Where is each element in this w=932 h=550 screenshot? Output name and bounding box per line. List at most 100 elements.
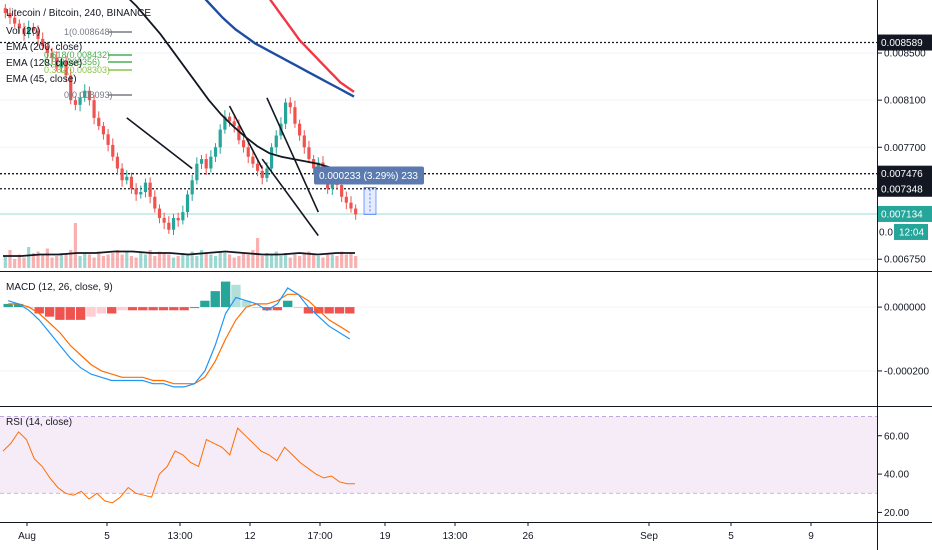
candle-body [204,159,208,169]
candle-body [349,202,353,209]
time-tick-label: 13:00 [167,531,192,542]
candle-body [92,100,96,118]
candle-body [209,156,213,169]
volume-bar [31,253,35,268]
candle-body [237,126,241,141]
volume-bar [321,257,325,268]
macd-histogram-bar [324,307,334,314]
macd-histogram-bar [3,303,13,308]
candle-body [274,135,278,148]
volume-bar [87,254,92,268]
macd-histogram-bar [272,307,283,311]
macd-histogram-bar [200,300,210,308]
candle-body [227,116,232,122]
wedge-right-upper-line [228,105,263,169]
candle-body [260,170,264,178]
volume-bar [269,254,274,268]
price-tag-label: 0.008589 [881,38,923,49]
volume-bar [344,254,348,268]
macd-line [8,287,351,388]
candle-body [22,28,26,35]
volume-bar [279,256,283,268]
candle-body [251,156,255,164]
macd-histogram-bar [13,303,24,308]
volume-bar [232,257,236,268]
price-tag-label: 0.007476 [881,169,923,180]
macd-histogram-bar [117,307,127,311]
candle-body [87,90,92,101]
macd-histogram-bar [169,307,179,311]
candle-body [288,102,292,108]
volume-bar [8,250,12,268]
candle-body [120,168,124,181]
candle-body [125,176,129,181]
price-tick-label: 0.006750 [884,255,926,266]
volume-bar [176,256,180,268]
volume-bar [340,251,344,268]
rsi-tick-label: 60.00 [884,431,909,442]
macd-histogram-bar [231,284,241,308]
candle-body [269,147,274,169]
price-tag [878,205,932,222]
candle-body [8,12,12,18]
volume-bar [115,250,120,268]
volume-bar [274,251,278,268]
volume-bar [293,254,297,268]
volume-bar [330,254,334,268]
time-tick-label: Sep [640,531,658,542]
candle-body [293,107,297,124]
volume-bar [27,247,31,268]
volume-bar [73,223,78,268]
volume-bar [111,253,115,268]
candle-body [213,147,218,157]
rsi-pane [0,416,878,504]
volume-bar [237,256,241,268]
macd-label: MACD (12, 26, close, 9) [6,282,113,293]
macd-signal-line [8,293,351,385]
ema-200-line [269,0,355,93]
candle-body [111,144,115,157]
macd-histogram-bar [158,307,169,311]
time-tick-label: 26 [522,531,534,542]
volume-bar [143,254,148,268]
candle-body [255,163,260,171]
macd-histogram-bar [345,307,355,314]
volume-bar [171,257,176,268]
macd-pane [0,281,878,388]
macd-histogram-bar [65,307,75,320]
candle-body [162,217,166,223]
macd-histogram-bar [210,291,220,308]
volume-bar [106,254,110,268]
volume-bar [3,256,7,268]
wedge-right-lower-line [261,158,319,237]
price-tick-label: 0.008100 [884,96,926,107]
macd-histogram-bar [75,307,86,320]
candle-body [31,27,35,31]
volume-bar [251,250,255,268]
volume-bar [195,256,199,268]
candle-body [27,27,31,35]
candle-body [115,156,120,169]
volume-pane [3,223,358,268]
volume-bar [354,256,358,268]
candle-body [73,100,78,105]
candle-body [181,212,185,221]
ema-45-line [128,0,355,177]
candle-body [139,192,143,195]
candle-body [195,163,199,181]
volume-bar [227,254,232,268]
volume-bar [92,257,96,268]
fib-level-label: 0.618(0.008432) [44,50,110,60]
time-tick-label: 17:00 [307,531,332,542]
volume-bar [101,256,106,268]
candle-body [199,159,204,164]
volume-bar [260,256,264,268]
volume-bar [312,254,316,268]
candle-body [241,140,246,148]
price-tag-label: 0.007134 [881,209,923,220]
time-tick-label: 9 [808,531,814,542]
wedge-upper-line [266,97,320,213]
volume-bar [45,248,49,268]
volume-bar [302,253,306,268]
